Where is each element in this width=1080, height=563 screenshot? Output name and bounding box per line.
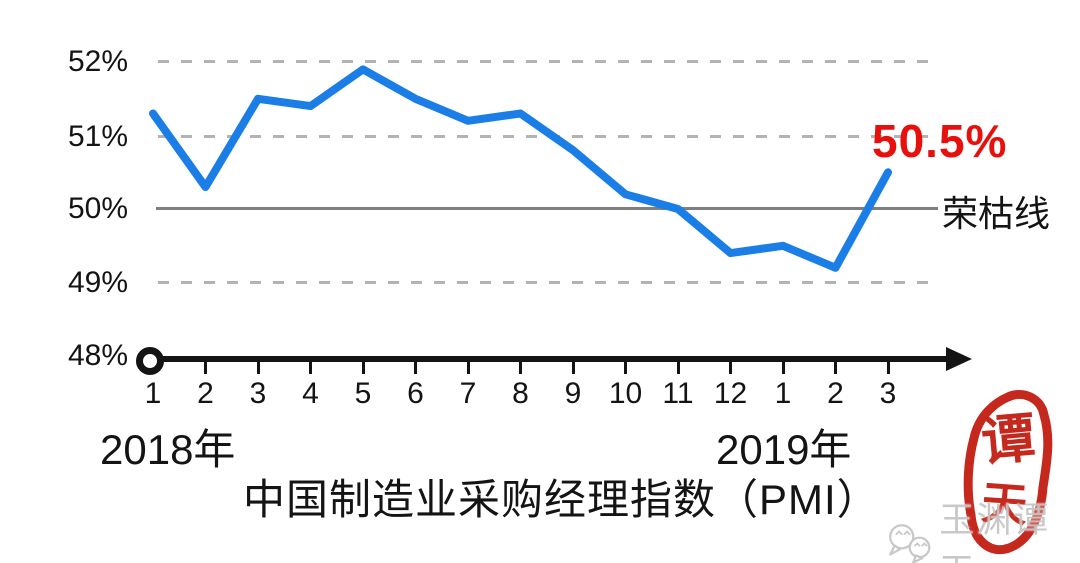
- boom-bust-line-label: 荣枯线: [942, 193, 1051, 234]
- y-tick-label-51: 51%: [67, 120, 128, 153]
- x-tick-label: 2: [827, 377, 844, 410]
- x-tick-label: 1: [144, 377, 162, 410]
- x-tick-label: 12: [713, 377, 748, 410]
- x-axis-origin-ring-icon: [136, 347, 164, 375]
- x-axis-line: [150, 356, 948, 362]
- gridline-51: [158, 135, 928, 138]
- seal-character-bottom: 天: [980, 476, 1030, 531]
- latest-value-label: 50.5%: [872, 115, 1008, 167]
- x-tick-label: 3: [249, 377, 267, 410]
- x-tick-label: 8: [512, 377, 529, 410]
- red-seal-stamp-icon: 谭 天: [963, 389, 1053, 555]
- x-tick-label: 6: [407, 377, 424, 410]
- watermark-text: 玉渊谭天: [939, 501, 1051, 563]
- x-tick-label: 5: [354, 377, 372, 410]
- x-tick-label: 3: [879, 377, 897, 410]
- y-tick-label-48: 48%: [67, 339, 128, 372]
- x-tick-mark: [676, 359, 680, 374]
- x-tick-label: 4: [302, 377, 319, 410]
- seal-outline: [963, 389, 1053, 555]
- chart-title: 中国制造业采购经理指数（PMI）: [243, 476, 880, 523]
- watermark: 玉渊谭天: [884, 492, 1080, 563]
- x-tick-mark: [624, 359, 627, 374]
- gridline-52: [158, 60, 928, 63]
- x-tick-mark: [571, 359, 575, 374]
- pmi-line-series: [149, 65, 892, 272]
- wechat-bubbles-icon: [889, 524, 931, 563]
- boom-bust-reference-line: [156, 207, 938, 210]
- seal-character-top: 谭: [979, 408, 1038, 472]
- x-tick-mark: [414, 359, 417, 374]
- x-tick-label: 2: [197, 377, 214, 410]
- x-tick-mark: [729, 359, 732, 374]
- x-tick-mark: [886, 359, 890, 374]
- year-label-2018: 2018年: [100, 426, 236, 473]
- x-tick-label: 9: [564, 377, 582, 410]
- y-tick-label-50: 50%: [67, 192, 128, 225]
- x-tick-label: 11: [662, 377, 694, 410]
- x-tick-mark: [256, 359, 260, 374]
- x-tick-label: 1: [774, 377, 792, 410]
- x-axis-arrowhead-icon: [946, 347, 972, 371]
- year-label-2019: 2019年: [716, 426, 852, 473]
- x-tick-mark: [204, 359, 207, 374]
- x-tick-label: 7: [459, 377, 477, 410]
- x-tick-mark: [309, 359, 312, 374]
- x-tick-mark: [781, 359, 785, 374]
- y-tick-label-52: 52%: [67, 45, 128, 78]
- x-tick-mark: [466, 359, 470, 374]
- x-tick-mark: [519, 359, 522, 374]
- y-tick-label-49: 49%: [67, 266, 128, 299]
- x-tick-mark: [361, 359, 365, 374]
- gridline-49: [158, 281, 928, 284]
- x-tick-mark: [834, 359, 837, 374]
- x-tick-label: 10: [608, 377, 643, 410]
